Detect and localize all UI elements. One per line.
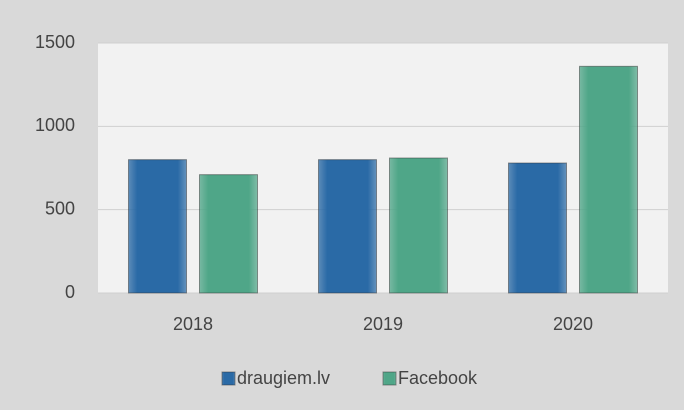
bar (318, 159, 377, 294)
x-tick-label: 2018 (173, 314, 213, 334)
bar (199, 174, 258, 294)
bar (579, 65, 638, 294)
y-tick-label: 1000 (35, 115, 75, 135)
bar (389, 157, 448, 294)
legend-swatch (382, 371, 397, 386)
legend-label: Facebook (398, 368, 478, 388)
bar (508, 162, 567, 294)
legend-label: draugiem.lv (237, 368, 330, 388)
x-tick-label: 2020 (553, 314, 593, 334)
plot-area (98, 43, 668, 293)
y-tick-label: 0 (65, 282, 75, 302)
x-tick-label: 2019 (363, 314, 403, 334)
y-tick-label: 500 (45, 198, 75, 218)
bar (128, 159, 187, 294)
legend-swatch (221, 371, 236, 386)
y-tick-label: 1500 (35, 32, 75, 52)
